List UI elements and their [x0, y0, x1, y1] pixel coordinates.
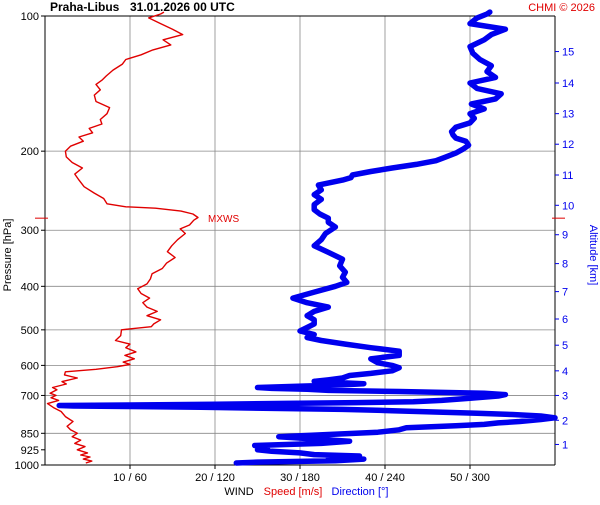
pressure-tick-label: 100 — [21, 11, 39, 23]
direction-series-line — [56, 9, 558, 466]
wind-tick-label: 10 / 60 — [113, 472, 147, 484]
altitude-axis-label: Altitude [km] — [587, 225, 599, 286]
station-title: Praha-Libus — [50, 0, 120, 14]
sounding-datetime: 31.01.2026 00 UTC — [130, 0, 235, 14]
altitude-tick-label: 6 — [562, 314, 568, 326]
altitude-tick-label: 5 — [562, 340, 568, 352]
altitude-tick-label: 4 — [562, 366, 568, 378]
altitude-tick-label: 12 — [562, 139, 574, 151]
speed-series-line — [46, 11, 199, 464]
direction-axis-label: Direction [°] — [332, 486, 389, 498]
altitude-tick-label: 15 — [562, 47, 574, 59]
pressure-axis-label: Pressure [hPa] — [2, 219, 14, 292]
wind-tick-label: 30 / 180 — [280, 472, 320, 484]
speed-axis-label: Speed [m/s] — [264, 486, 323, 498]
wind-tick-label: 40 / 240 — [365, 472, 405, 484]
altitude-tick-label: 2 — [562, 415, 568, 427]
pressure-tick-label: 850 — [21, 428, 39, 440]
altitude-tick-label: 10 — [562, 200, 574, 212]
wind-axis-label: WIND — [224, 486, 253, 498]
altitude-tick-label: 7 — [562, 287, 568, 299]
pressure-tick-label: 200 — [21, 146, 39, 158]
pressure-tick-label: 1000 — [15, 460, 39, 472]
pressure-tick-label: 300 — [21, 225, 39, 237]
altitude-tick-label: 8 — [562, 259, 568, 271]
axes-layer — [35, 15, 565, 469]
series-layer — [46, 9, 558, 466]
altitude-tick-label: 11 — [562, 170, 573, 182]
pressure-tick-label: 925 — [21, 445, 39, 457]
altitude-tick-label: 3 — [562, 390, 568, 402]
pressure-tick-label: 400 — [21, 281, 39, 293]
altitude-tick-label: 14 — [562, 78, 574, 90]
chmi-credit: CHMI © 2026 — [528, 2, 595, 14]
altitude-tick-label: 13 — [562, 109, 574, 121]
pressure-tick-label: 500 — [21, 325, 39, 337]
pressure-tick-label: 700 — [21, 390, 39, 402]
mxws-label: MXWS — [208, 214, 239, 225]
altitude-tick-label: 1 — [562, 439, 568, 451]
wind-tick-label: 50 / 300 — [450, 472, 490, 484]
pressure-tick-label: 600 — [21, 360, 39, 372]
wind-tick-label: 20 / 120 — [195, 472, 235, 484]
altitude-tick-label: 9 — [562, 230, 568, 242]
